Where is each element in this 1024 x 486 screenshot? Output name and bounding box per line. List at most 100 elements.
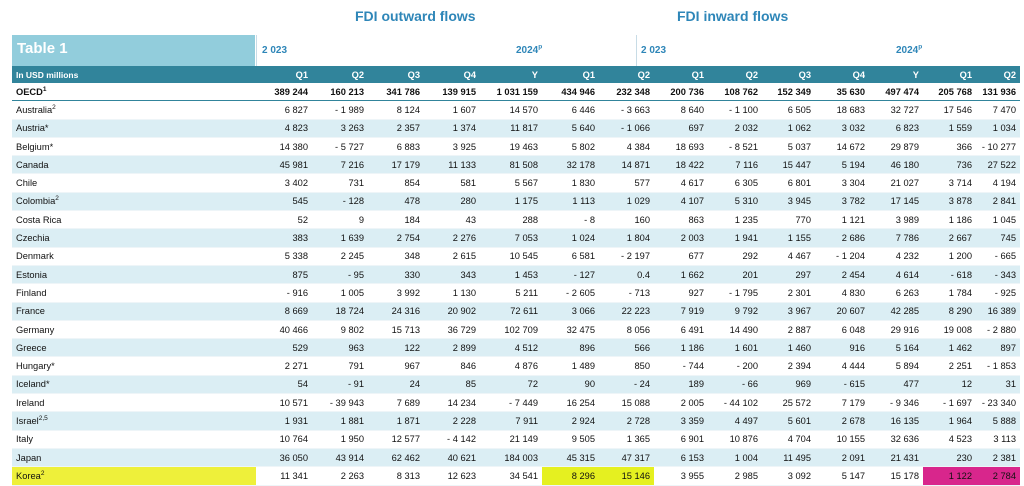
table-cell: 5 310 [708,192,762,212]
table-cell: 297 [762,265,815,285]
table-cell: 4 617 [654,173,708,193]
country-label: Korea [16,470,41,481]
table-cell: 736 [923,155,976,175]
table-cell: 3 878 [923,192,976,212]
table-cell: 24 316 [368,302,424,321]
table-cell: 32 636 [869,430,923,449]
column-header: Q1 [542,66,599,83]
table-cell: 2 667 [923,228,976,248]
fdi-flows-table: In USD millions Q1 Q2 Q3 Q4 Y Q1 Q2 Q1 Q2 Q3 Q4 Y Q1 Q… [12,66,1020,486]
row-country-name: OECD1 [12,83,256,102]
table-cell: 6 491 [654,320,708,340]
table-cell: 863 [654,210,708,230]
table-row: Greece 529 963 122 2 899 4 512 896 566 1 186 1 60… [12,338,1020,358]
table-cell: 7 911 [480,411,542,431]
table-cell: 6 801 [762,173,815,193]
table-cell: 3 955 [654,466,708,486]
table-cell: 2 003 [654,228,708,248]
table-row: Japan 36 050 43 914 62 462 40 621 184 003 45 3… [12,448,1020,468]
table-cell: - 1 795 [708,283,762,303]
table-cell: 3 925 [424,137,480,157]
table-cell: 3 092 [762,466,815,486]
table-cell: 6 883 [368,137,424,157]
table-cell: 5 037 [762,137,815,157]
table-row: Chile 3 402 731 854 581 5 567 1 830 577 4 617 6 3… [12,173,1020,193]
column-header: Q2 [708,66,762,83]
table-cell: 17 546 [923,100,976,120]
table-cell: 5 802 [542,137,599,157]
table-cell: 54 [256,375,312,395]
table-label: Table 1 [12,35,255,66]
country-label: Iceland* [16,379,50,390]
table-cell: - 8 521 [708,137,762,157]
table-cell: - 2 880 [976,320,1020,340]
table-cell: 1 235 [708,210,762,230]
table-cell: 5 601 [762,411,815,431]
table-cell: 139 915 [424,83,480,102]
table-cell: - 2 197 [599,247,654,266]
table-row: Korea2 11 341 2 263 8 313 12 623 34 541 8 296 1… [12,466,1020,486]
table-cell: 8 669 [256,302,312,321]
table-cell: 2 615 [424,247,480,266]
table-cell: 1 113 [542,192,599,212]
table-cell: - 9 346 [869,393,923,413]
table-cell: 7 116 [708,155,762,175]
table-cell: - 200 [708,356,762,376]
table-cell: 2 228 [424,411,480,431]
table-row: Denmark 5 338 2 245 348 2 615 10 545 6 581- 2 … [12,247,1020,266]
table-cell: 791 [312,356,368,376]
country-label: Italy [16,434,34,445]
table-cell: 19 008 [923,320,976,340]
footnote-marker: 1 [42,85,47,93]
table-cell: 2 301 [762,283,815,303]
table-cell: 29 916 [869,320,923,340]
table-cell: 2 263 [312,466,368,486]
table-cell: 963 [312,338,368,358]
table-cell: 3 967 [762,302,815,321]
table-cell: 3 992 [368,283,424,303]
table-cell: 40 466 [256,320,312,340]
table-cell: 11 495 [762,448,815,468]
country-label: Estonia [16,269,48,280]
table-row: Ireland 10 571- 39 943 7 689 14 234- 7 449 1… [12,393,1020,413]
column-header: Q3 [368,66,424,83]
table-cell: 200 736 [654,83,708,102]
table-cell: 18 724 [312,302,368,321]
table-cell: 17 145 [869,192,923,212]
table-cell: 4 512 [480,338,542,358]
row-country-name: Italy [12,430,256,449]
table-cell: 2 276 [424,228,480,248]
table-cell: 27 522 [976,155,1020,175]
year-2024-outward-text: 2024 [516,45,539,56]
year-2024-outward: 2024p [516,44,542,56]
table-cell: 2 251 [923,356,976,376]
table-cell: 5 338 [256,247,312,266]
table-cell: 5 164 [869,338,923,358]
table-cell: 14 380 [256,137,312,157]
table-cell: 7 470 [976,100,1020,120]
table-cell: 20 902 [424,302,480,321]
table-cell: 20 607 [815,302,869,321]
table-cell: 1 941 [708,228,762,248]
table-cell: 2 678 [815,411,869,431]
table-cell: 189 [654,375,708,395]
table-cell: 8 640 [654,100,708,120]
table-cell: 90 [542,375,599,395]
table-cell: 2 271 [256,356,312,376]
table-cell: 0.4 [599,265,654,285]
table-cell: 577 [599,173,654,193]
table-cell: 897 [976,338,1020,358]
country-label: Ireland [16,397,45,408]
table-cell: 1 639 [312,228,368,248]
table-cell: 697 [654,119,708,138]
table-cell: 3 989 [869,210,923,230]
table-cell: 2 924 [542,411,599,431]
table-cell: 3 945 [762,192,815,212]
table-cell: 292 [708,247,762,266]
footnote-marker: 2 [52,103,56,111]
column-header: Q1 [923,66,976,83]
table-cell: 566 [599,338,654,358]
table-cell: 4 384 [599,137,654,157]
table-cell: - 8 [542,210,599,230]
country-label: Colombia [16,196,56,207]
